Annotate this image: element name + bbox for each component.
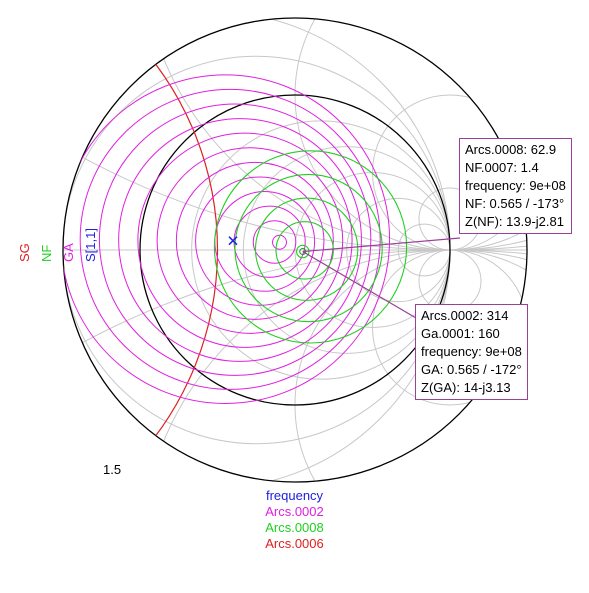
- ga-marker-readout[interactable]: Arcs.0002: 314 Ga.0001: 160 frequency: 9…: [415, 304, 528, 400]
- scale-label: 1.5: [103, 462, 122, 477]
- ga-circle: [233, 205, 306, 278]
- nf-circle: [234, 173, 383, 323]
- legend: frequency Arcs.0002 Arcs.0008 Arcs.0006: [0, 488, 589, 552]
- nf-circle: [213, 150, 408, 344]
- nf-marker-readout[interactable]: Arcs.0008: 62.9 NF.0007: 1.4 frequency: …: [459, 138, 572, 234]
- ga-leader-line: [302, 251, 417, 319]
- ga-readout-line: Z(GA): 14-j3.13: [421, 380, 511, 395]
- nf-readout-line: NF.0007: 1.4: [465, 160, 539, 175]
- legend-frequency: frequency: [265, 488, 324, 503]
- legend-arcs-0008: Arcs.0008: [265, 520, 324, 535]
- sg-stability-circle: [63, 18, 219, 482]
- nf-circle: [254, 197, 359, 301]
- nf-leader-line: [302, 237, 461, 253]
- side-label-ga: GA: [61, 243, 76, 262]
- ga-circle: [195, 176, 325, 306]
- side-label-sg: SG: [17, 243, 32, 262]
- nf-readout-line: frequency: 9e+08: [465, 178, 566, 193]
- ga-circle: [63, 74, 391, 404]
- legend-arcs-0002: Arcs.0002: [265, 504, 324, 519]
- ga-readout-line: GA: 0.565 / -172°: [421, 362, 522, 377]
- ga-circle: [272, 234, 287, 250]
- ga-readout-line: Arcs.0002: 314: [421, 308, 509, 323]
- legend-arcs-0006: Arcs.0006: [265, 536, 324, 551]
- nf-circle: [275, 221, 334, 280]
- nf-readout-line: Z(NF): 13.9-j2.81: [465, 214, 564, 229]
- ga-circle: [252, 220, 297, 264]
- ga-readout-line: Ga.0001: 160: [421, 326, 500, 341]
- unit-circle: [139, 94, 451, 406]
- side-label-nf: NF: [39, 244, 54, 262]
- side-label-s11: S[1,1]: [83, 228, 98, 262]
- outer-boundary-circle: [62, 17, 528, 483]
- ga-circle: [118, 118, 362, 362]
- ga-circle: [98, 103, 372, 376]
- ga-readout-line: frequency: 9e+08: [421, 344, 522, 359]
- ga-circle: [79, 88, 381, 390]
- nf-readout-line: NF: 0.565 / -173°: [465, 196, 565, 211]
- nf-readout-line: Arcs.0008: 62.9: [465, 142, 557, 157]
- ga-circle: [137, 132, 353, 348]
- ga-circle: [156, 147, 344, 334]
- s11-point: [228, 236, 238, 246]
- ga-circle: [175, 161, 334, 320]
